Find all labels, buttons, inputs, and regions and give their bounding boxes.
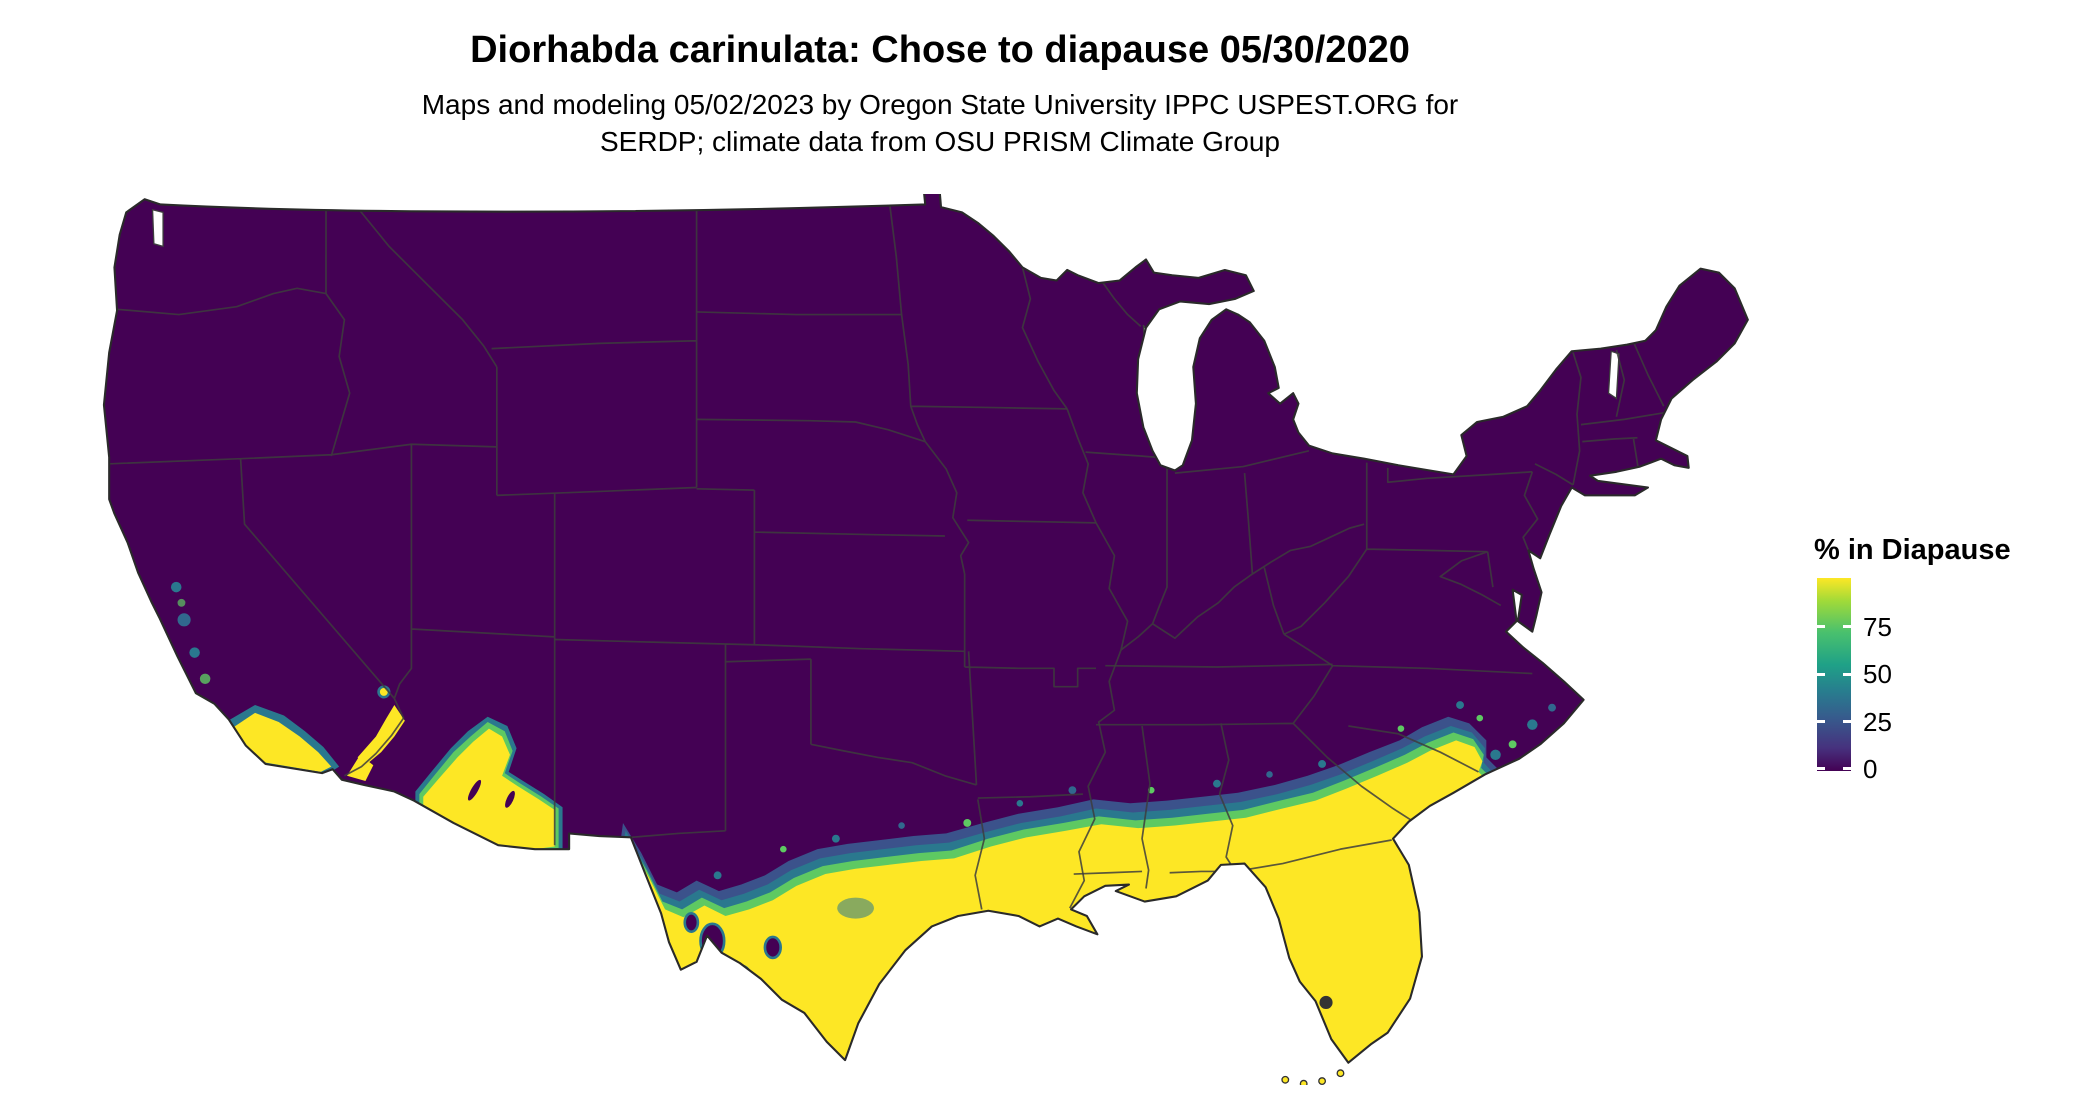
legend-tick-25 bbox=[1817, 720, 1825, 723]
colorado-river-valley-strip bbox=[357, 705, 405, 766]
transition-speckles bbox=[713, 701, 1556, 880]
legend-tick-25r bbox=[1843, 720, 1851, 723]
legend-gradient-bar bbox=[1817, 578, 1851, 771]
hill-country-teal-patch bbox=[837, 897, 874, 919]
subtitle-line-1: Maps and modeling 05/02/2023 by Oregon S… bbox=[421, 89, 1459, 120]
state-borders bbox=[106, 203, 1665, 910]
legend-tick-label-0: 0 bbox=[1863, 754, 1878, 784]
page-title: Diorhabda carinulata: Chose to diapause … bbox=[0, 28, 1880, 72]
legend-tick-75r bbox=[1843, 625, 1851, 628]
legend: % in Diapause 75 50 25 0 bbox=[1812, 534, 2072, 784]
subtitle-line-2: SERDP; climate data from OSU PRISM Clima… bbox=[600, 126, 1280, 157]
coastline-outline bbox=[102, 190, 1749, 1064]
map-title: Diorhabda carinulata: Chose to diapause … bbox=[470, 29, 1410, 71]
florida-keys bbox=[1281, 1069, 1345, 1088]
legend-title: % in Diapause bbox=[1814, 534, 2011, 566]
lake-okeechobee bbox=[1319, 995, 1333, 1010]
legend-tick-50 bbox=[1817, 673, 1825, 676]
legend-tick-0r bbox=[1843, 767, 1851, 770]
legend-tick-0 bbox=[1817, 767, 1825, 770]
map-panel bbox=[100, 190, 1782, 1088]
land-base-zero-diapause bbox=[103, 191, 1748, 1063]
green-bay bbox=[1142, 324, 1168, 401]
map-subtitle: Maps and modeling 05/02/2023 by Oregon S… bbox=[0, 86, 1880, 160]
central-valley-speckles bbox=[170, 581, 211, 685]
legend-tick-75 bbox=[1817, 625, 1825, 628]
legend-tick-50r bbox=[1843, 673, 1851, 676]
legend-tick-label-25: 25 bbox=[1863, 707, 1892, 737]
legend-tick-label-50: 50 bbox=[1863, 659, 1892, 689]
lake-champlain bbox=[1607, 350, 1620, 400]
us-map bbox=[102, 190, 1749, 1088]
arizona-high-diapause-blob bbox=[357, 705, 563, 852]
legend-tick-label-75: 75 bbox=[1863, 612, 1892, 642]
puget-sound bbox=[151, 208, 164, 248]
